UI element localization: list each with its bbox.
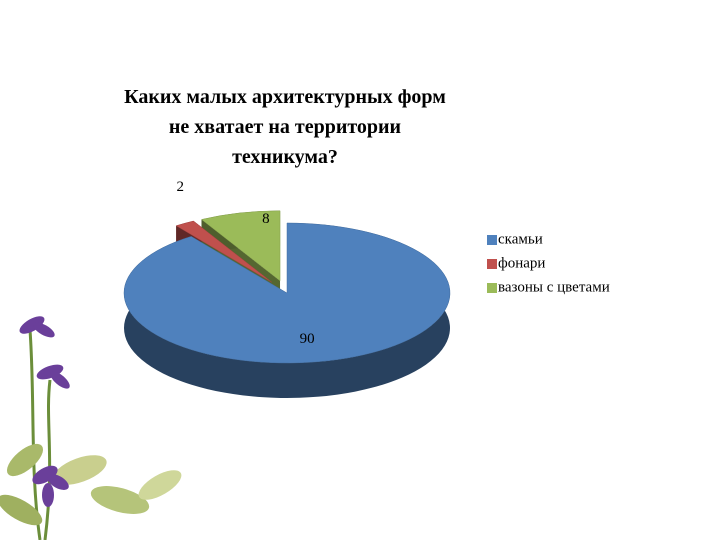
legend: скамьи фонари вазоны с цветами <box>487 231 610 295</box>
slice <box>175 220 273 283</box>
data-label: 90 <box>300 331 315 347</box>
legend-swatch <box>487 283 497 293</box>
legend-label: вазоны с цветами <box>498 279 610 295</box>
legend-label: скамьи <box>498 231 543 247</box>
legend-swatch <box>487 259 497 269</box>
legend-swatch <box>487 235 497 245</box>
legend-label: фонари <box>498 255 545 271</box>
chart-title: Каких малых архитектурных форм не хватае… <box>124 86 446 168</box>
slice <box>200 210 281 282</box>
data-label: 8 <box>262 211 270 227</box>
flower-decoration <box>0 316 182 540</box>
pie: 90 2 8 <box>123 179 451 398</box>
slice <box>123 222 451 364</box>
data-label: 2 <box>177 179 185 195</box>
